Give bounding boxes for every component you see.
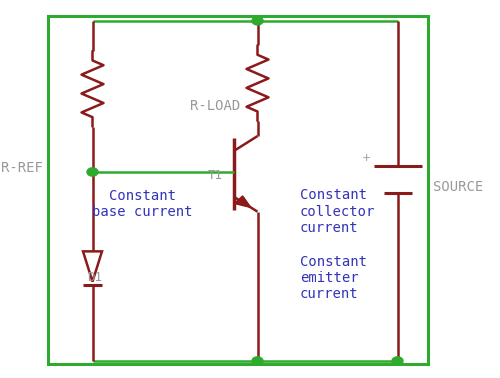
- Text: T1: T1: [208, 169, 222, 182]
- Polygon shape: [234, 196, 251, 208]
- Bar: [48, 16, 428, 364]
- Text: Constant
collector
current: Constant collector current: [300, 189, 376, 235]
- Circle shape: [392, 357, 403, 365]
- Polygon shape: [83, 251, 102, 282]
- Circle shape: [252, 357, 263, 365]
- Text: SOURCE: SOURCE: [432, 180, 483, 194]
- Circle shape: [87, 168, 98, 176]
- Text: Constant
base current: Constant base current: [92, 189, 193, 219]
- Circle shape: [252, 17, 263, 25]
- Text: Constant
emitter
current: Constant emitter current: [300, 255, 367, 301]
- Text: R-REF: R-REF: [0, 161, 42, 175]
- Text: +: +: [362, 153, 370, 163]
- Text: D1: D1: [88, 271, 102, 284]
- Text: R-LOAD: R-LOAD: [190, 99, 240, 113]
